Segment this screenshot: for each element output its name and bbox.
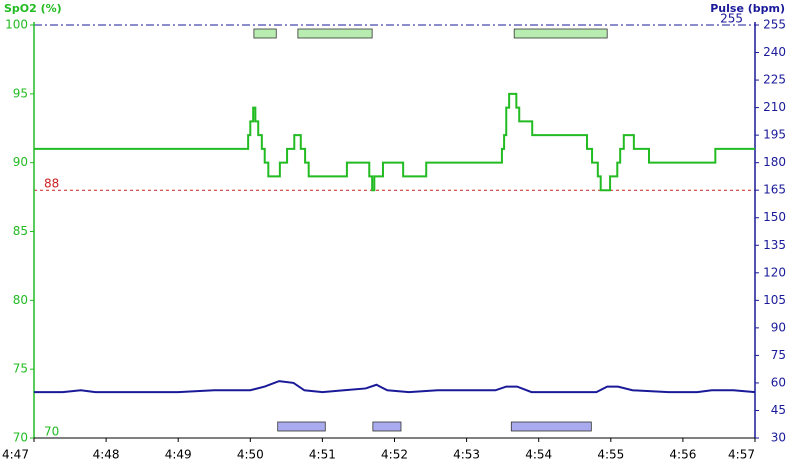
y2-tick-label: 225 — [763, 73, 786, 87]
series-line — [34, 92, 755, 192]
y-tick-label: 90 — [13, 155, 28, 169]
x-tick-label: 4:47 — [2, 448, 29, 461]
event-bar — [253, 28, 277, 39]
y-axis-title: SpO2 (%) — [4, 2, 62, 15]
x-tick-label: 4:51 — [309, 448, 336, 461]
y-tick-label: 100 — [5, 18, 28, 32]
series-line — [34, 380, 756, 394]
y2-tick-label: 165 — [763, 183, 786, 197]
y-tick-label: 80 — [13, 293, 28, 307]
x-tick-label: 4:57 — [728, 448, 755, 461]
y2-axis-title: Pulse (bpm) — [710, 2, 785, 15]
x-tick-label: 4:53 — [453, 448, 480, 461]
y2-tick-label: 135 — [763, 238, 786, 252]
reference-label: 88 — [44, 177, 59, 191]
y2-tick-label: 45 — [771, 403, 786, 417]
x-tick-label: 4:54 — [525, 448, 552, 461]
event-bar — [510, 421, 592, 432]
y2-tick-label: 240 — [763, 45, 786, 59]
y-tick-label: 95 — [13, 86, 28, 100]
event-bar — [513, 28, 608, 39]
y2-tick-label: 120 — [763, 265, 786, 279]
event-bar — [372, 421, 402, 432]
y-tick-label: 85 — [13, 224, 28, 238]
y2-tick-label: 180 — [763, 155, 786, 169]
x-tick-label: 4:52 — [381, 448, 408, 461]
reference-label: 255 — [720, 12, 743, 26]
y2-tick-label: 30 — [771, 431, 786, 445]
y2-tick-label: 75 — [771, 348, 786, 362]
y2-tick-label: 150 — [763, 210, 786, 224]
y-tick-label: 70 — [13, 431, 28, 445]
x-tick-label: 4:49 — [165, 448, 192, 461]
reference-label: 70 — [44, 425, 59, 439]
event-bar — [277, 421, 326, 432]
y2-tick-label: 210 — [763, 100, 786, 114]
event-bar — [297, 28, 373, 39]
y2-tick-label: 105 — [763, 293, 786, 307]
x-tick-label: 4:55 — [597, 448, 624, 461]
y2-tick-label: 195 — [763, 128, 786, 142]
x-tick-label: 4:48 — [93, 448, 120, 461]
x-tick-label: 4:50 — [237, 448, 264, 461]
y2-tick-label: 255 — [763, 18, 786, 32]
x-tick-label: 4:56 — [669, 448, 696, 461]
y2-tick-label: 90 — [771, 320, 786, 334]
y2-tick-label: 60 — [771, 375, 786, 389]
y-tick-label: 75 — [13, 362, 28, 376]
